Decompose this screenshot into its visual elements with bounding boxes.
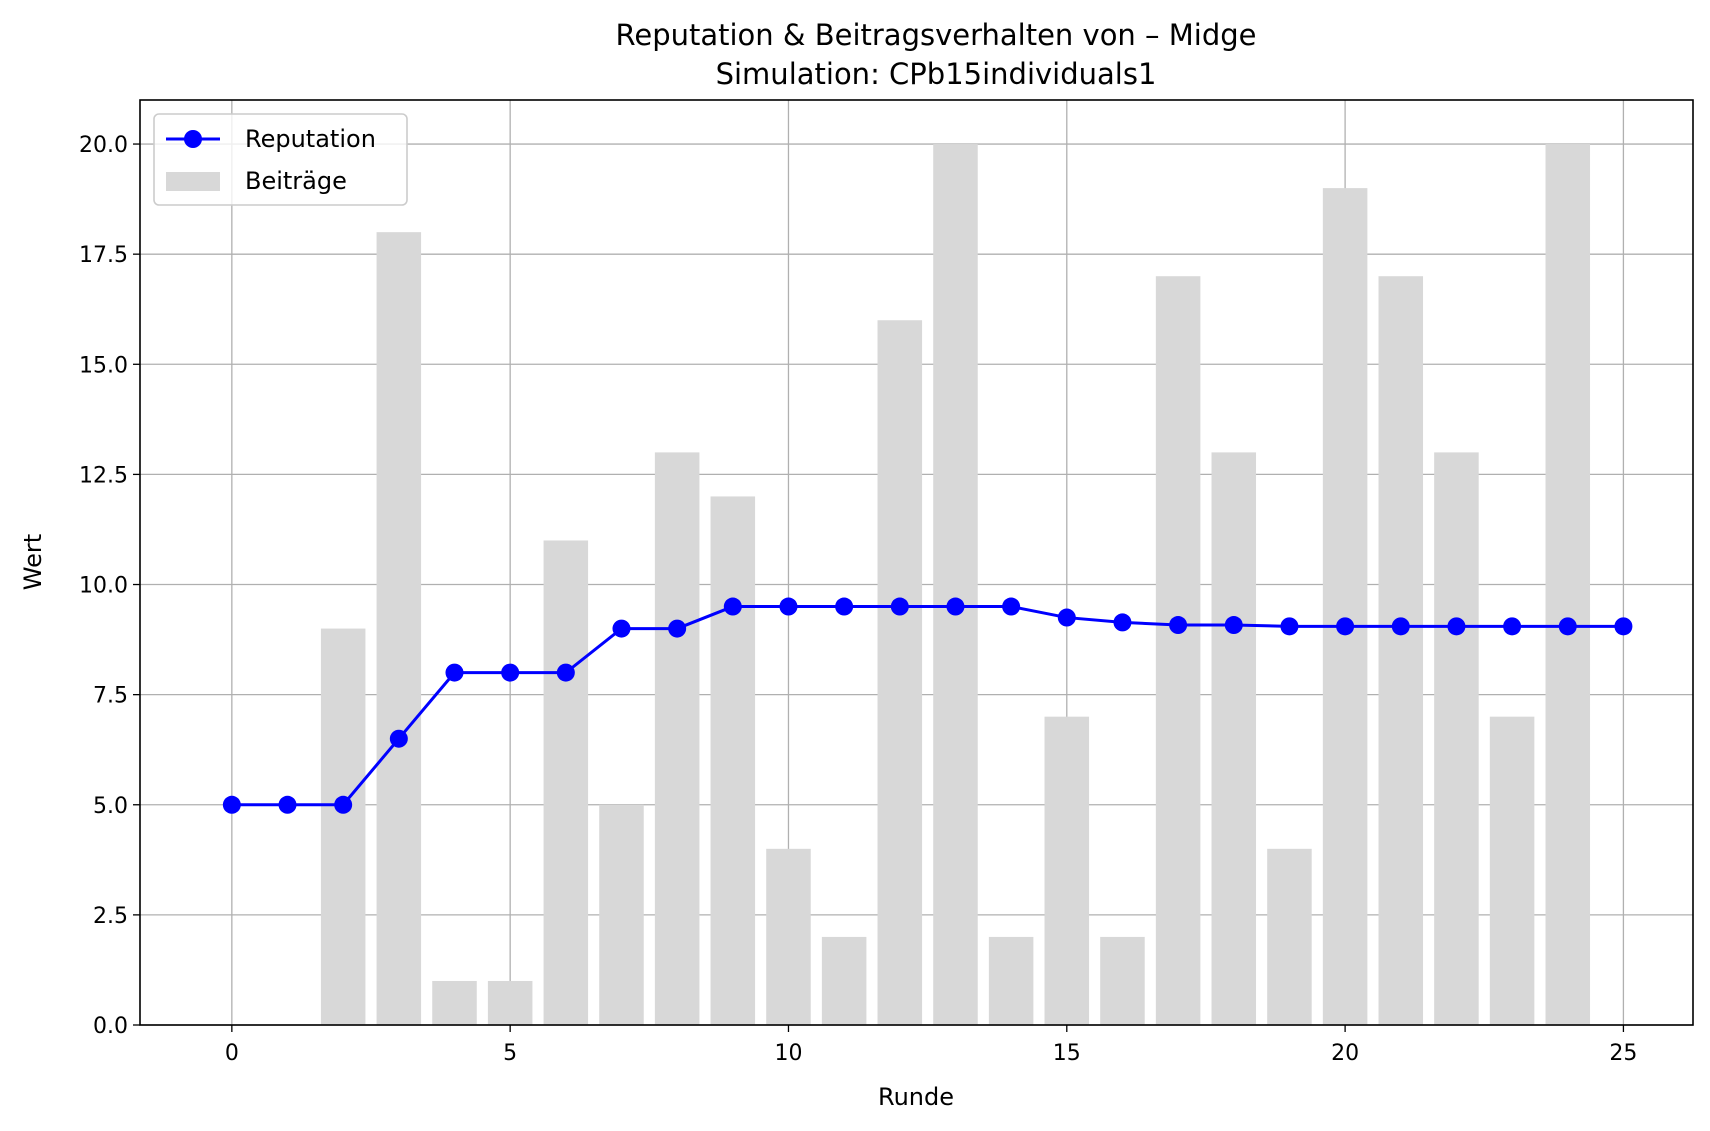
reputation-point — [445, 663, 464, 682]
y-tick-label: 0.0 — [93, 1014, 128, 1039]
chart-title: Reputation & Beitragsverhalten von – Mid… — [616, 18, 1257, 52]
reputation-point — [779, 597, 798, 616]
reputation-point — [556, 663, 575, 682]
bar — [1322, 188, 1368, 1026]
legend-label-reputation: Reputation — [245, 125, 376, 153]
y-axis-label: Wert — [19, 534, 47, 590]
legend-label-beitraege: Beiträge — [245, 167, 347, 195]
reputation-line — [231, 605, 1624, 807]
reputation-point — [1391, 617, 1410, 636]
bar — [599, 804, 644, 1025]
bar — [376, 232, 422, 1026]
x-tick-label: 10 — [774, 1041, 802, 1066]
legend-bar-swatch — [166, 172, 220, 191]
legend: Reputation Beiträge — [153, 113, 408, 206]
y-tick-label: 17.5 — [79, 243, 128, 268]
reputation-point — [1614, 617, 1633, 636]
reputation-point — [334, 795, 353, 814]
reputation-point — [1280, 617, 1299, 636]
x-tick-label: 0 — [225, 1041, 239, 1066]
y-tick-label: 7.5 — [93, 684, 128, 709]
y-tick-label: 10.0 — [79, 574, 128, 599]
bar — [320, 628, 366, 1025]
x-axis: 0 5 10 15 20 25 — [225, 1025, 1637, 1066]
reputation-point — [1503, 617, 1522, 636]
reputation-point — [723, 597, 742, 616]
bar — [432, 980, 477, 1025]
bar — [1267, 848, 1312, 1025]
chart-subtitle: Simulation: CPb15individuals1 — [716, 57, 1157, 91]
y-axis: 0.0 2.5 5.0 7.5 10.0 12.5 15.0 17.5 20.0 — [79, 133, 140, 1039]
bar — [1155, 276, 1201, 1025]
bar — [1378, 276, 1424, 1025]
bar-series-beitraege — [320, 144, 1591, 1026]
x-axis-label: Runde — [878, 1083, 954, 1111]
bar — [1100, 936, 1145, 1025]
reputation-point — [278, 795, 297, 814]
bar — [766, 848, 811, 1025]
reputation-point — [612, 619, 631, 638]
x-tick-label: 25 — [1609, 1041, 1637, 1066]
y-tick-label: 5.0 — [93, 794, 128, 819]
bar — [1545, 144, 1591, 1026]
reputation-point — [1169, 616, 1188, 635]
reputation-point — [1336, 617, 1355, 636]
line-series-reputation — [222, 597, 1633, 814]
bar — [933, 144, 978, 1026]
plot-area — [139, 99, 1694, 1026]
reputation-point — [1002, 597, 1021, 616]
bar — [1434, 452, 1479, 1025]
plot-frame — [139, 99, 1694, 1026]
x-tick-label: 20 — [1331, 1041, 1359, 1066]
reputation-point — [501, 663, 520, 682]
y-tick-label: 2.5 — [93, 904, 128, 929]
bar — [1211, 452, 1257, 1025]
bar — [821, 936, 867, 1025]
y-tick-label: 12.5 — [79, 463, 128, 488]
reputation-point — [222, 795, 241, 814]
reputation-point — [389, 729, 408, 748]
bar — [877, 320, 923, 1025]
legend-marker-swatch — [184, 130, 202, 148]
reputation-point — [835, 597, 854, 616]
y-tick-label: 15.0 — [79, 353, 128, 378]
reputation-point — [890, 597, 909, 616]
reputation-point — [946, 597, 965, 616]
reputation-point — [1447, 617, 1466, 636]
bar — [543, 540, 589, 1025]
reputation-point — [1057, 608, 1076, 627]
bar — [487, 980, 533, 1025]
bar — [1044, 716, 1090, 1025]
reputation-point — [1113, 613, 1132, 632]
reputation-point — [668, 619, 687, 638]
y-tick-label: 20.0 — [79, 133, 128, 158]
bar — [988, 936, 1034, 1025]
bar — [1489, 716, 1535, 1025]
reputation-point — [1224, 616, 1243, 635]
bar — [654, 452, 700, 1025]
reputation-point — [1558, 617, 1577, 636]
x-tick-label: 15 — [1053, 1041, 1081, 1066]
bar — [710, 496, 756, 1025]
x-tick-label: 5 — [503, 1041, 517, 1066]
